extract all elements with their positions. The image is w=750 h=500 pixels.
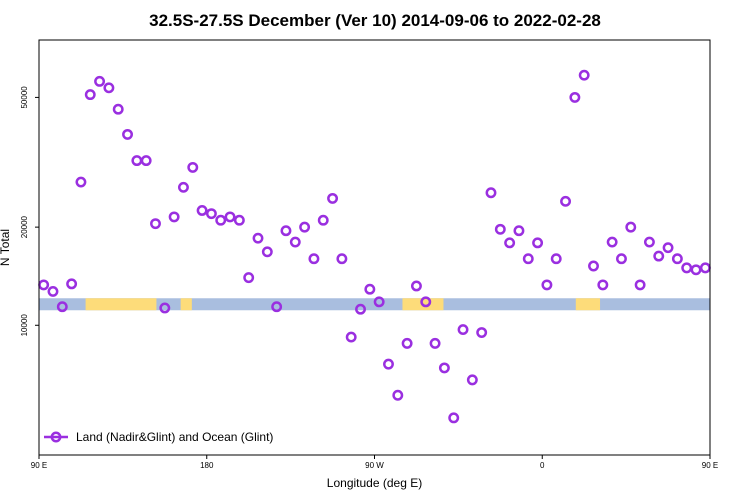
- data-point: [634, 279, 646, 291]
- y-tick-label: 20000: [20, 215, 29, 238]
- data-point: [438, 362, 450, 374]
- data-point: [66, 278, 78, 290]
- data-point: [159, 302, 171, 314]
- data-point: [150, 218, 161, 230]
- data-point: [178, 181, 189, 193]
- data-point: [681, 262, 693, 274]
- data-point: [299, 221, 311, 233]
- data-point: [224, 211, 236, 223]
- data-point: [392, 389, 404, 401]
- data-point: [457, 324, 469, 336]
- data-point: [47, 285, 59, 297]
- data-point: [345, 331, 357, 343]
- data-point: [243, 272, 255, 284]
- land-segment: [575, 298, 601, 311]
- data-point: [662, 242, 674, 254]
- data-points: [38, 69, 711, 424]
- data-point: [364, 283, 376, 295]
- data-point: [355, 303, 366, 315]
- data-point: [289, 236, 301, 248]
- y-tick-label: 10000: [20, 314, 29, 337]
- data-point: [522, 253, 534, 265]
- data-point: [466, 374, 478, 386]
- data-point: [671, 253, 683, 265]
- data-point: [103, 82, 115, 94]
- data-point: [550, 253, 562, 265]
- x-tick-label: 90 E: [702, 461, 718, 470]
- data-point: [616, 253, 627, 265]
- data-point: [588, 260, 599, 272]
- data-point: [187, 161, 199, 173]
- data-point: [448, 412, 460, 424]
- data-point: [541, 279, 553, 291]
- data-point: [75, 176, 87, 188]
- data-point: [38, 279, 50, 291]
- y-axis-label: N Total: [0, 229, 12, 266]
- data-point: [327, 192, 339, 204]
- data-point: [94, 75, 106, 87]
- data-point: [271, 301, 283, 313]
- data-point: [625, 221, 637, 233]
- data-point: [653, 250, 665, 262]
- x-tick-label: 90 E: [31, 461, 47, 470]
- chart-title: 32.5S-27.5S December (Ver 10) 2014-09-06…: [149, 11, 601, 30]
- data-point: [196, 205, 208, 216]
- data-point: [560, 195, 571, 207]
- data-point: [699, 262, 711, 274]
- data-point: [112, 103, 124, 115]
- data-point: [578, 69, 590, 81]
- data-point: [643, 236, 655, 248]
- data-point: [401, 337, 413, 349]
- plot-frame: [38, 39, 711, 456]
- x-tick-label: 180: [200, 461, 214, 470]
- data-point: [410, 280, 422, 292]
- x-tick-label: 0: [540, 461, 545, 470]
- data-point: [690, 264, 702, 276]
- data-point: [56, 301, 68, 313]
- data-point: [215, 214, 227, 226]
- legend-marker: [50, 431, 62, 443]
- data-point: [485, 187, 497, 199]
- data-point: [373, 296, 385, 308]
- data-point: [168, 211, 180, 223]
- data-point: [140, 155, 152, 167]
- x-axis-label: Longitude (deg E): [327, 476, 422, 490]
- data-point: [233, 214, 245, 226]
- data-point: [252, 232, 264, 244]
- legend-label: Land (Nadir&Glint) and Ocean (Glint): [76, 430, 273, 444]
- data-point: [122, 128, 133, 140]
- data-point: [429, 337, 441, 349]
- data-point: [476, 327, 488, 338]
- data-point: [317, 214, 329, 226]
- land-segment: [180, 298, 192, 311]
- data-point: [420, 296, 432, 308]
- data-point: [569, 91, 581, 103]
- x-tick-label: 90 W: [365, 461, 384, 470]
- data-point: [308, 253, 320, 265]
- y-tick-label: 50000: [20, 86, 29, 109]
- data-point: [513, 225, 525, 237]
- data-point: [597, 279, 609, 291]
- data-point: [280, 225, 292, 237]
- data-point: [131, 155, 143, 167]
- data-point: [532, 237, 544, 249]
- data-point: [494, 223, 506, 235]
- legend: Land (Nadir&Glint) and Ocean (Glint): [44, 430, 273, 444]
- data-point: [205, 208, 217, 220]
- data-point: [504, 237, 516, 249]
- data-point: [606, 236, 618, 248]
- data-point: [261, 246, 273, 258]
- data-point: [336, 253, 348, 265]
- data-point: [84, 89, 96, 101]
- data-point: [383, 358, 394, 370]
- land-segment: [85, 298, 157, 311]
